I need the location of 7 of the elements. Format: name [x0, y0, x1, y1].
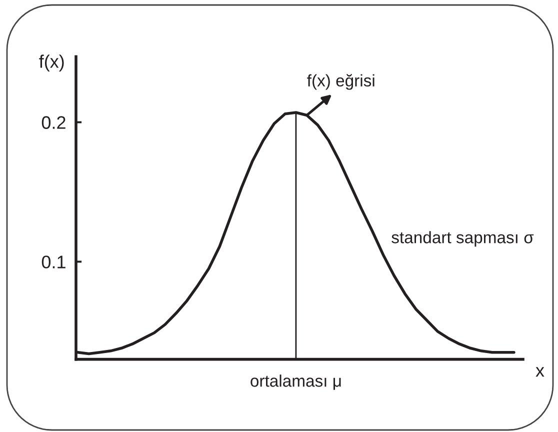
y-tick-label: 0.1	[42, 256, 66, 268]
x-tick-label: ortalaması μ	[250, 374, 341, 390]
annotation: f(x) eğrisi	[307, 74, 374, 90]
annotation: standart sapması σ	[392, 231, 534, 247]
y-axis-title: f(x)	[39, 54, 64, 72]
y-tick-label: 0.2	[42, 116, 66, 129]
x-axis-title: x	[536, 367, 544, 377]
